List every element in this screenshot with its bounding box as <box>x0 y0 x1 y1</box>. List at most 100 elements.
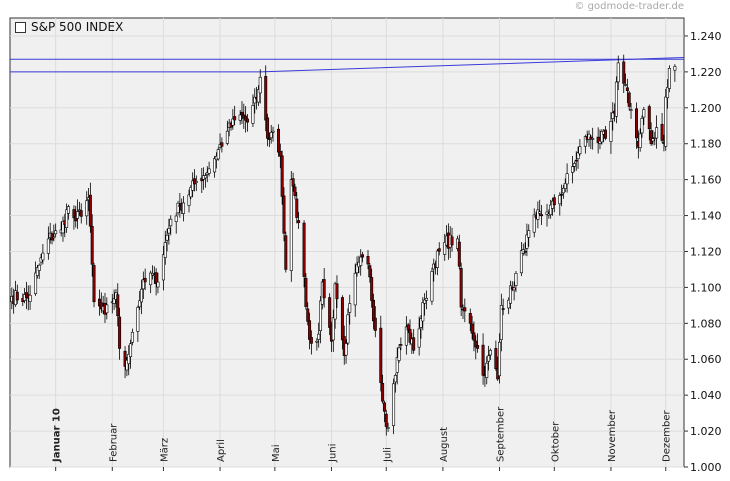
candle-body <box>295 198 299 218</box>
candle-body <box>507 299 511 309</box>
candle-body <box>112 298 116 304</box>
candle <box>399 337 403 351</box>
candle-body <box>280 155 284 197</box>
candle-body <box>344 343 348 356</box>
candle <box>35 264 39 279</box>
candle-body <box>138 300 142 308</box>
candle <box>167 218 171 245</box>
candle <box>271 126 275 142</box>
candle <box>322 267 326 308</box>
y-tick-label: 1.240 <box>690 30 722 43</box>
candle <box>207 161 211 177</box>
candle <box>304 273 308 310</box>
candle-body <box>501 308 505 310</box>
candle-body <box>258 76 262 94</box>
x-tick-label: Mai <box>271 444 282 462</box>
candle-body <box>256 89 260 103</box>
candle <box>34 261 38 296</box>
candle-body <box>348 303 352 313</box>
candle-body <box>309 337 313 344</box>
candle <box>660 113 664 143</box>
candle-body <box>419 318 423 328</box>
candle <box>514 270 518 293</box>
candle-body <box>382 402 386 412</box>
candle-body <box>481 344 485 376</box>
candle <box>118 307 122 360</box>
candle <box>540 204 544 225</box>
candle-body <box>404 326 408 346</box>
candle <box>476 333 480 353</box>
candle-body <box>673 66 677 71</box>
candle-body <box>558 195 562 205</box>
candle-body <box>589 136 593 140</box>
x-tick-label: Januar 10 <box>52 408 63 463</box>
candle <box>622 54 626 94</box>
candle-body <box>384 413 388 427</box>
candle <box>278 143 282 169</box>
candle-body <box>90 226 94 265</box>
candle <box>348 294 352 325</box>
candle <box>468 308 472 332</box>
candle-body <box>371 299 375 322</box>
candle-body <box>417 328 421 348</box>
candle-body <box>143 277 147 283</box>
candle <box>129 339 133 369</box>
candle <box>238 109 242 125</box>
candle-body <box>150 273 154 276</box>
candle <box>536 201 540 229</box>
candle <box>216 147 220 161</box>
candle-body <box>194 181 198 183</box>
candle-body <box>655 127 659 139</box>
candle <box>191 172 195 198</box>
candle <box>213 155 217 178</box>
candle-body <box>412 337 416 351</box>
candle <box>240 101 244 124</box>
candle <box>624 73 628 87</box>
candle <box>527 224 531 247</box>
candle <box>574 151 578 171</box>
candle-body <box>430 271 434 302</box>
candle-body <box>92 265 96 303</box>
candle <box>366 249 370 270</box>
candle <box>264 65 268 132</box>
candle-body <box>485 362 489 378</box>
y-tick-label: 1.020 <box>690 425 722 438</box>
candle-body <box>322 279 326 299</box>
candle <box>154 268 158 296</box>
candle <box>474 335 478 360</box>
candle <box>664 88 668 151</box>
candle-body <box>459 267 463 308</box>
candle-body <box>552 197 556 206</box>
candle-body <box>154 272 158 285</box>
candle-body <box>399 344 403 346</box>
candle-body <box>220 142 224 147</box>
candle-body <box>340 297 344 341</box>
candle-body <box>600 131 604 143</box>
candle-body <box>660 123 664 141</box>
candle <box>642 106 646 125</box>
candle-body <box>538 211 542 214</box>
candle <box>328 293 332 336</box>
candle-body <box>302 222 306 277</box>
candle <box>545 203 549 227</box>
candle-body <box>603 129 607 139</box>
candle-body <box>52 236 56 239</box>
candle <box>600 129 604 145</box>
candle <box>627 90 631 111</box>
candle <box>244 106 248 133</box>
candle <box>549 199 553 219</box>
candle-body <box>123 350 127 367</box>
candle-body <box>572 163 576 167</box>
watermark: © godmode-trader.de <box>574 1 685 12</box>
candle-body <box>408 328 412 343</box>
x-tick-label: April <box>216 439 227 462</box>
candle <box>187 189 191 213</box>
candle <box>640 115 644 138</box>
candle <box>578 139 582 156</box>
candle <box>203 173 207 188</box>
candle-body <box>381 382 385 402</box>
candle <box>163 230 167 265</box>
candle <box>231 109 235 130</box>
candle-body <box>624 84 628 86</box>
candle <box>182 196 186 222</box>
